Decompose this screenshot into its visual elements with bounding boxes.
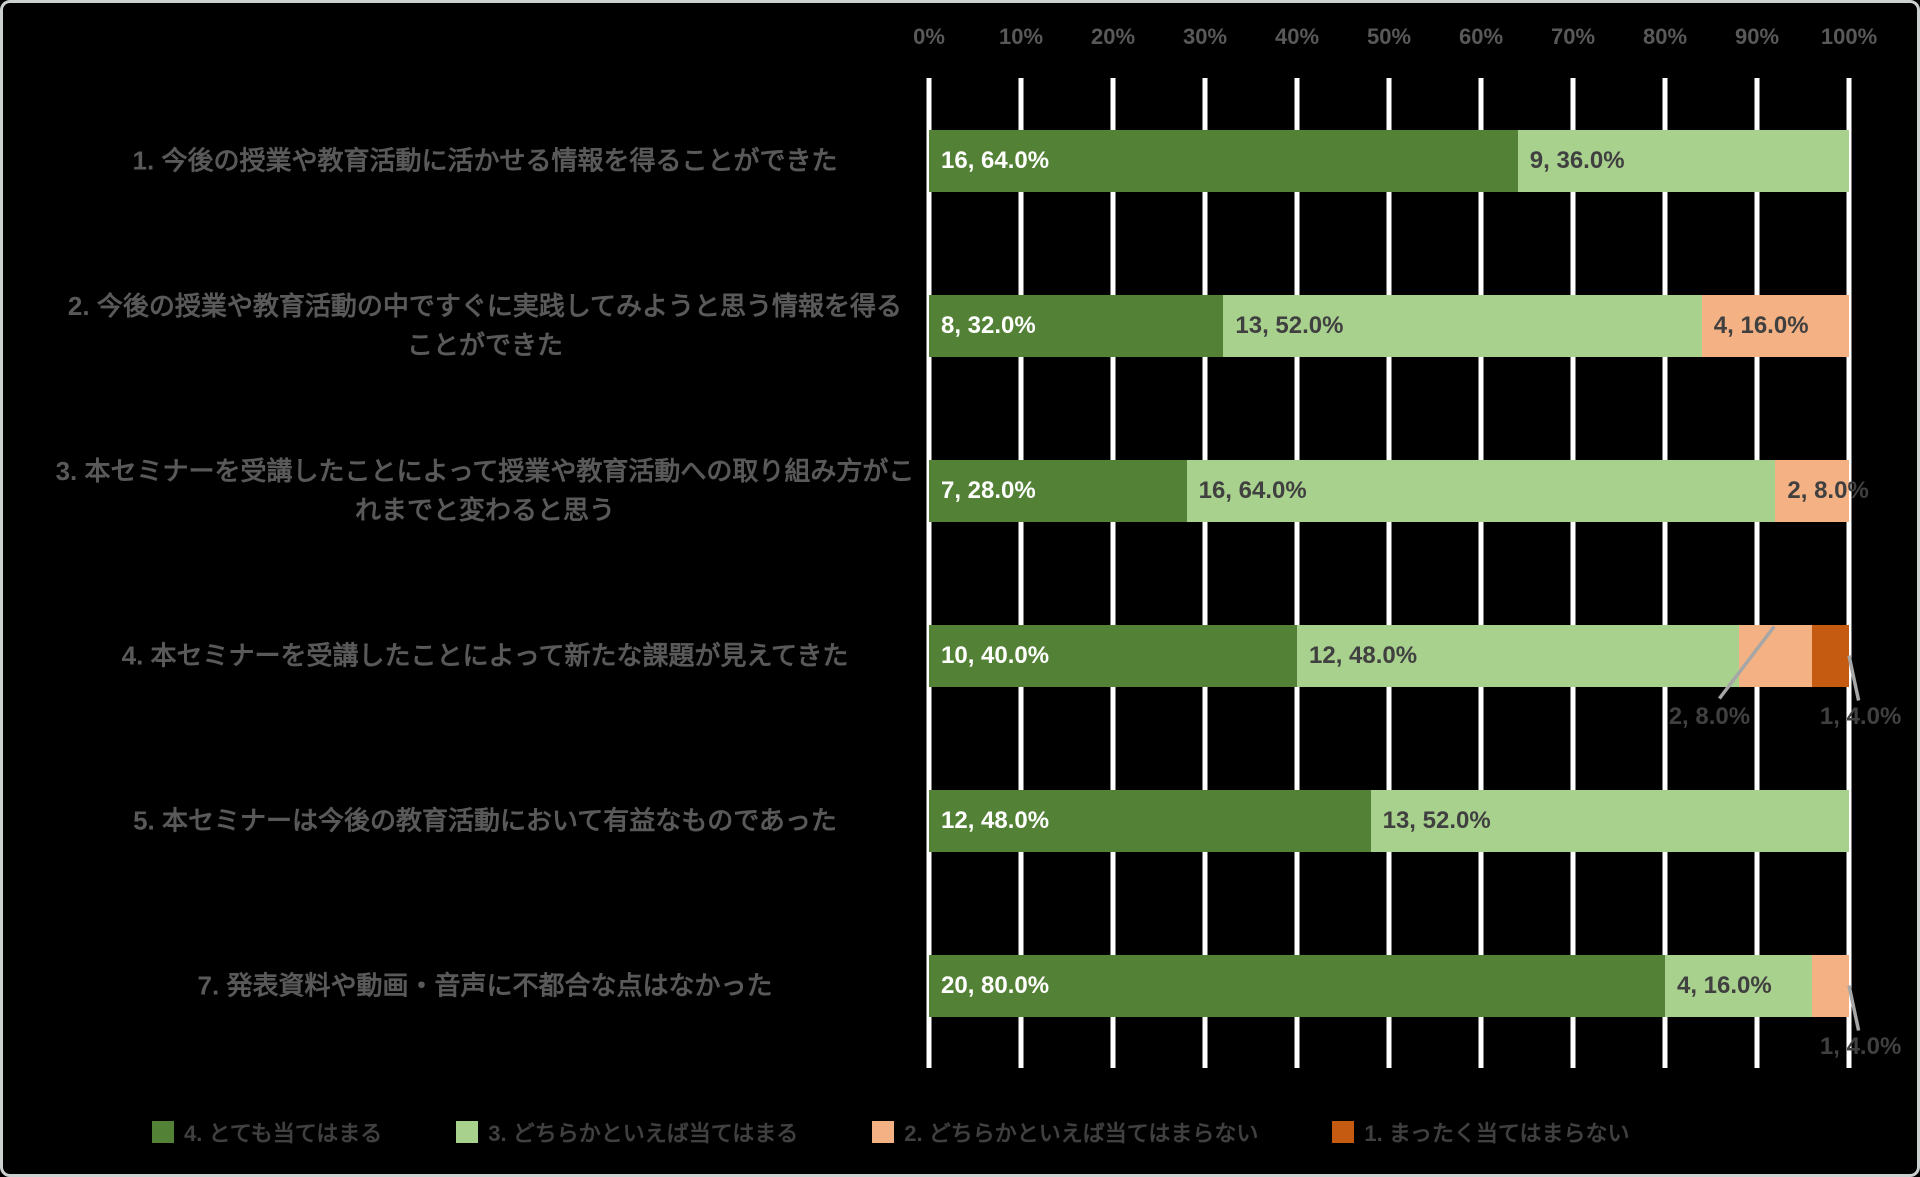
- legend-swatch: [872, 1121, 895, 1143]
- gridline: [1386, 78, 1392, 1068]
- bar-segment: 20, 80.0%: [929, 954, 1665, 1017]
- legend: 4. とても当てはまる 3. どちらかといえば当てはまる 2. どちらかといえば当て…: [152, 1116, 1629, 1148]
- category-label: 3. 本セミナーを受講したことによって授業や教育活動への取り組み方がこれまでと変…: [55, 455, 915, 525]
- bar-segment: 12, 48.0%: [929, 789, 1371, 852]
- bar-value-label: 20, 80.0%: [941, 971, 1050, 999]
- callout-label: 2, 8.0%: [1668, 702, 1751, 730]
- bar-value-label: 4, 16.0%: [1677, 971, 1772, 999]
- bar-value-label: 9, 36.0%: [1529, 146, 1625, 174]
- category-label: 4. 本セミナーを受講したことによって新たな課題が見えてきた: [121, 640, 849, 670]
- x-axis-tick: 20%: [1090, 24, 1136, 49]
- gridline: [1294, 78, 1300, 1068]
- legend-label: 1. まったく当てはまらない: [1364, 1121, 1630, 1146]
- gridline: [1110, 78, 1116, 1068]
- bar-value-label: 12, 48.0%: [941, 806, 1050, 834]
- x-axis-tick: 40%: [1274, 24, 1320, 49]
- bar-value-label: 2, 8.0%: [1787, 476, 1869, 504]
- category-label: 7. 発表資料や動画・音声に不都合な点はなかった: [197, 970, 773, 1000]
- x-axis-tick: 80%: [1642, 24, 1688, 49]
- bar-segment: 16, 64.0%: [929, 129, 1518, 192]
- bar-segment: 8, 32.0%: [929, 294, 1224, 357]
- x-axis-tick: 90%: [1734, 24, 1780, 49]
- bar-segment: 16, 64.0%: [1186, 459, 1776, 522]
- legend-label: 3. どちらかといえば当てはまる: [488, 1121, 799, 1146]
- gridline: [1478, 78, 1484, 1068]
- legend-swatch: [1332, 1121, 1355, 1143]
- legend-swatch: [152, 1121, 174, 1143]
- callout-label: 1, 4.0%: [1819, 1032, 1902, 1060]
- gridline: [1570, 78, 1576, 1068]
- bar-segment: 12, 48.0%: [1297, 624, 1739, 687]
- gridline: [926, 78, 932, 1068]
- bar-segment: [1738, 624, 1813, 687]
- legend-item: 2. どちらかといえば当てはまらない: [872, 1116, 1258, 1148]
- category-label: 1. 今後の授業や教育活動に活かせる情報を得ることができた: [132, 145, 838, 175]
- category-label: 2. 今後の授業や教育活動の中ですぐに実践してみようと思う情報を得ることができた: [67, 290, 903, 360]
- bar-segment: [1812, 624, 1849, 687]
- legend-item: 1. まったく当てはまらない: [1332, 1116, 1629, 1148]
- bar-segment: 7, 28.0%: [929, 459, 1187, 522]
- x-axis-tick: 30%: [1182, 24, 1228, 49]
- bar-segment: 2, 8.0%: [1775, 459, 1869, 522]
- x-axis-tick: 0%: [913, 24, 945, 49]
- gridline: [1846, 78, 1852, 1068]
- x-axis: 0% 10% 20% 30% 40% 50% 60% 70% 80% 90% 100%: [913, 24, 1877, 56]
- x-axis-tick: 100%: [1820, 24, 1878, 49]
- gridline: [1018, 78, 1024, 1068]
- category-label: 5. 本セミナーは今後の教育活動において有益なものであった: [133, 805, 837, 835]
- gridline: [1754, 78, 1760, 1068]
- legend-item: 4. とても当てはまる: [152, 1116, 382, 1148]
- bar-value-label: 7, 28.0%: [941, 476, 1036, 504]
- callout-label: 1, 4.0%: [1819, 702, 1902, 730]
- plot-area: [926, 78, 1852, 1068]
- bar-segment: 4, 16.0%: [1701, 294, 1849, 357]
- bar-value-label: 4, 16.0%: [1713, 311, 1809, 339]
- bar-value-label: 16, 64.0%: [1198, 476, 1307, 504]
- bar-value-label: 16, 64.0%: [941, 146, 1050, 174]
- bar-segment: 13, 52.0%: [1223, 294, 1702, 357]
- legend-label: 2. どちらかといえば当てはまらない: [904, 1121, 1259, 1146]
- legend-swatch: [456, 1121, 479, 1143]
- bar-segment: 13, 52.0%: [1370, 789, 1849, 852]
- bar-segment: [1812, 954, 1849, 1017]
- bar-value-label: 12, 48.0%: [1309, 641, 1418, 669]
- gridline: [1202, 78, 1208, 1068]
- bar-segment: 4, 16.0%: [1665, 954, 1813, 1017]
- bar-value-label: 13, 52.0%: [1382, 806, 1491, 834]
- bar-value-label: 8, 32.0%: [941, 311, 1036, 339]
- legend-label: 4. とても当てはまる: [184, 1121, 383, 1146]
- bar-segment: 10, 40.0%: [929, 624, 1297, 687]
- bar-value-label: 10, 40.0%: [941, 641, 1050, 669]
- legend-item: 3. どちらかといえば当てはまる: [456, 1116, 798, 1148]
- bar-segment: 9, 36.0%: [1517, 129, 1849, 192]
- x-axis-tick: 60%: [1458, 24, 1504, 49]
- x-axis-tick: 70%: [1550, 24, 1596, 49]
- x-axis-tick: 10%: [998, 24, 1044, 49]
- x-axis-tick: 50%: [1366, 24, 1412, 49]
- bar-value-label: 13, 52.0%: [1235, 311, 1344, 339]
- gridline: [1662, 78, 1668, 1068]
